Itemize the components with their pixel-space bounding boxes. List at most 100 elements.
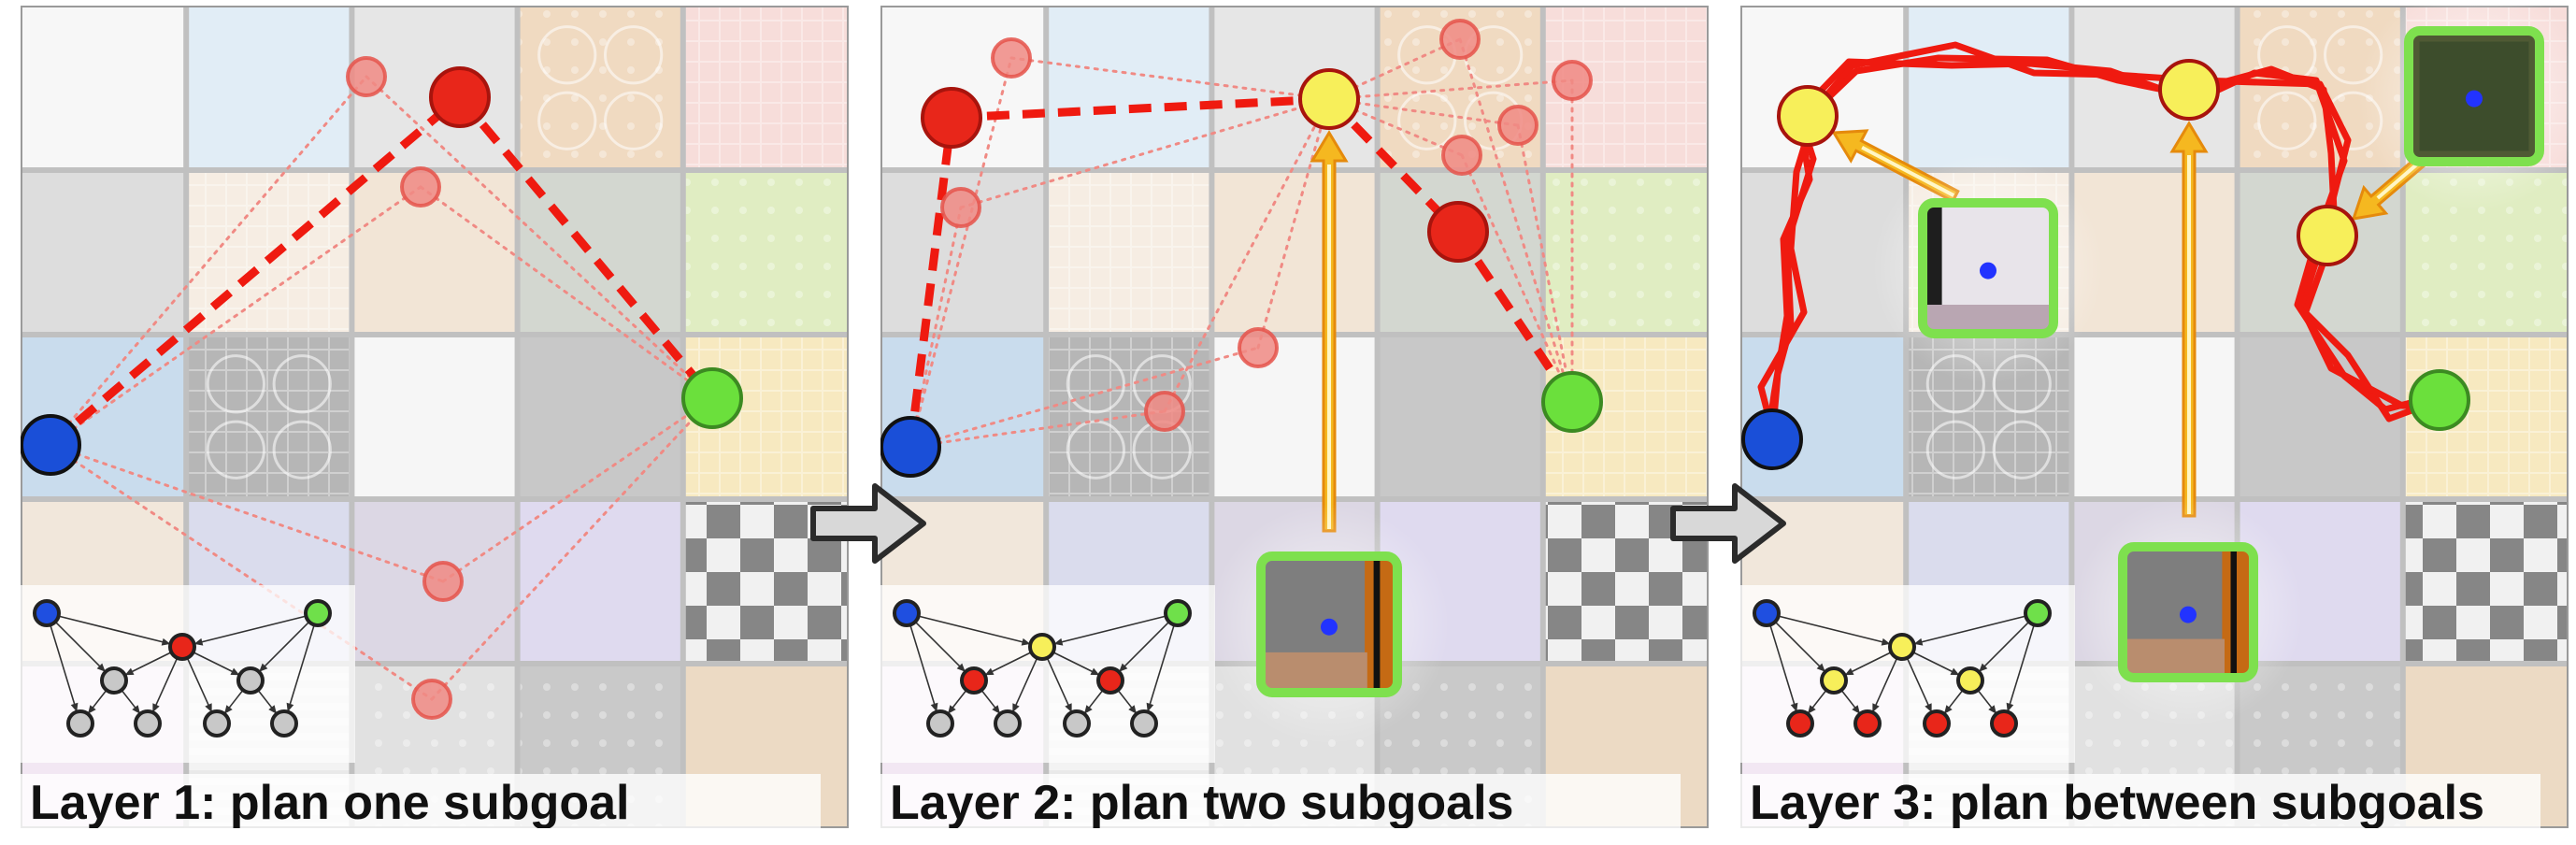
tree-edge (260, 621, 310, 671)
agent-dot (1321, 618, 1338, 636)
subgoal-observation-thumbnail (1266, 561, 1393, 688)
panel-layer-3: Layer 3: plan between subgoals (1740, 6, 2569, 830)
candidate-edge (909, 409, 1166, 449)
tree-edge (54, 621, 105, 671)
candidate-subgoal (1439, 19, 1481, 60)
subgoal-observation-thumbnail (2413, 36, 2535, 157)
caption-background (21, 774, 821, 828)
caption-background (880, 774, 1681, 828)
floor-tile (186, 6, 352, 170)
right-arrow-icon (810, 483, 926, 564)
fixed-subgoal (1298, 68, 1360, 130)
start-node (1741, 408, 1803, 470)
tree-sub-node (1820, 666, 1848, 695)
planned-subgoal (429, 66, 491, 128)
plan-edge (906, 117, 956, 448)
tree-edge (1120, 621, 1170, 671)
tree-leaf-node (270, 709, 298, 738)
candidate-edge (49, 185, 422, 447)
agent-dot (2180, 606, 2197, 623)
start-node (880, 416, 941, 478)
floor-tile (1211, 170, 1378, 335)
candidate-edge (1458, 37, 1574, 404)
candidate-subgoal (411, 679, 452, 720)
tree-edge (1052, 652, 1098, 676)
tree-edge (193, 652, 238, 676)
tree-edge (1769, 624, 1797, 710)
tree-leaf-node (1923, 709, 1951, 738)
floor-tile (517, 499, 683, 664)
tree-leaf-node (1786, 709, 1814, 738)
plan-edge (951, 94, 1330, 122)
floor-tile (351, 335, 518, 499)
tree-leaf-node (1063, 709, 1091, 738)
fixed-subgoal (2297, 205, 2358, 266)
subgoal-arrow (1309, 130, 1349, 533)
candidate-subgoal (1497, 105, 1538, 146)
floor-tile (1046, 6, 1212, 170)
candidate-subgoal (991, 37, 1032, 79)
tree-leaf-node (1990, 709, 2018, 738)
tree-sub-node (1956, 666, 1984, 695)
executed-trajectory (1765, 58, 2440, 439)
panel-layer-1: Layer 1: plan one subgoal (21, 6, 849, 830)
candidate-edge (1460, 153, 1574, 404)
planned-subgoal (921, 87, 982, 149)
floor-tile (2402, 499, 2569, 664)
tree-edge (152, 657, 179, 711)
tree-sub-node (960, 666, 988, 695)
candidate-edge (1256, 97, 1331, 350)
floor-tile (1211, 335, 1378, 499)
tree-leaf-node (134, 709, 162, 738)
tree-edge (918, 615, 1029, 645)
candidate-edge (1516, 123, 1574, 404)
floor-tile (21, 6, 187, 170)
tree-leaf-node (66, 709, 94, 738)
tree-goal-node (2024, 599, 2052, 627)
tree-start-node (1753, 599, 1781, 627)
tree-leaf-node (1130, 709, 1158, 738)
plan-edge (1325, 95, 1462, 236)
candidate-edge (430, 396, 714, 701)
floor-tile (517, 170, 683, 335)
subgoal-observation-thumbnail (2127, 551, 2249, 673)
goal-node (2409, 369, 2470, 431)
tree-edge (1906, 657, 1932, 711)
floor-tile (517, 335, 683, 499)
fixed-subgoal (2158, 59, 2220, 121)
candidate-edge (1009, 56, 1331, 101)
thumbnail-border (2118, 542, 2258, 682)
candidate-subgoal (940, 187, 981, 228)
tree-sub-node (100, 666, 128, 695)
tree-sub-node (236, 666, 265, 695)
fixed-subgoal (1777, 85, 1839, 147)
tree-edge (1846, 652, 1892, 676)
tree-goal-node (304, 599, 332, 627)
candidate-edge (959, 97, 1331, 209)
start-node (21, 414, 81, 476)
panel-layer-2: Layer 2: plan two subgoals (880, 6, 1709, 828)
floor-tile (2071, 335, 2238, 499)
tree-leaf-node (1853, 709, 1882, 738)
panel-caption: Layer 1: plan one subgoal (30, 776, 629, 830)
subgoal-arrow (2169, 121, 2209, 518)
tree-edge (1147, 624, 1175, 710)
tree-edge (1912, 652, 1958, 676)
right-arrow-icon (1670, 483, 1786, 564)
tree-edge (986, 652, 1032, 676)
thumbnail-border (1256, 551, 1402, 697)
tree-mid-node (1028, 633, 1056, 661)
candidate-subgoal (400, 166, 441, 208)
tree-leaf-node (994, 709, 1022, 738)
candidate-edge (49, 443, 434, 701)
candidate-edge (1327, 97, 1520, 127)
floor-tile (2237, 335, 2403, 499)
candidate-edge (365, 75, 714, 400)
tree-edge (1012, 657, 1038, 711)
tree-edge (1778, 615, 1889, 645)
panel-caption: Layer 3: plan between subgoals (1750, 776, 2484, 830)
thumbnail-border (1918, 198, 2058, 338)
tree-edge (287, 624, 315, 710)
floor-tile (1377, 335, 1543, 499)
